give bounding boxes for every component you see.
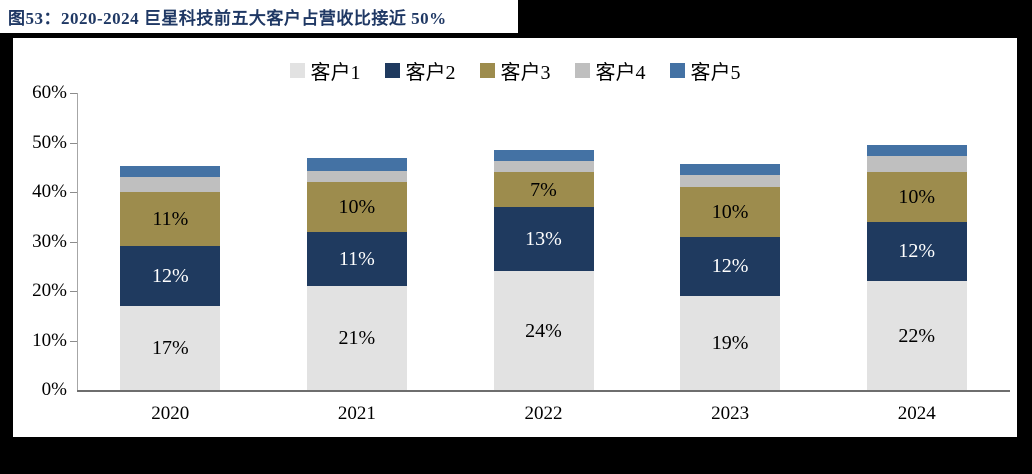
bar-segment-客户3-2024: 10% <box>866 172 967 222</box>
y-axis-tick-label: 20% <box>32 280 67 301</box>
bar-segment-客户5-2021 <box>306 157 407 172</box>
bar-segment-客户2-2020: 12% <box>120 246 221 306</box>
bar-segment-客户5-2022 <box>493 150 594 161</box>
y-axis-line <box>77 93 78 390</box>
bar-segment-value-label: 21% <box>338 327 376 350</box>
y-axis-tick-mark <box>70 192 77 193</box>
y-axis-tick-mark <box>70 93 77 94</box>
chart-legend: 客户1 客户2 客户3 客户4 客户5 <box>13 56 1017 85</box>
bar-segment-客户3-2022: 7% <box>493 172 594 207</box>
y-axis-tick-label: 0% <box>41 379 67 400</box>
bar-segment-客户1-2023: 19% <box>680 295 781 390</box>
y-axis-tick-mark <box>70 241 77 243</box>
y-axis-tick-mark <box>70 142 77 144</box>
y-axis-tick-mark <box>70 291 77 292</box>
x-axis-line <box>77 390 1010 392</box>
legend-item-客户5: 客户5 <box>669 56 741 85</box>
figure-title-box: 图53：2020-2024 巨星科技前五大客户占营收比接近 50% <box>0 0 518 33</box>
bar-segment-value-label: 13% <box>525 228 562 251</box>
legend-label: 客户5 <box>690 62 741 84</box>
y-axis-tick-label: 30% <box>32 230 67 252</box>
x-axis-category-label: 2022 <box>524 403 563 424</box>
bar-segment-客户5-2023 <box>680 164 781 176</box>
legend-swatch-icon <box>289 63 305 78</box>
bar-segment-value-label: 12% <box>711 255 749 278</box>
y-axis-tick-mark <box>70 340 77 342</box>
legend-swatch-icon <box>384 63 400 78</box>
legend-item-客户3: 客户3 <box>479 56 551 85</box>
bar-segment-客户1-2024: 22% <box>866 281 967 390</box>
bar-segment-客户4-2023 <box>680 175 781 188</box>
bar-segment-value-label: 7% <box>530 178 557 201</box>
x-axis-category-label: 2024 <box>897 403 936 424</box>
legend-swatch-icon <box>669 63 685 78</box>
legend-label: 客户1 <box>310 62 361 84</box>
bar-segment-value-label: 11% <box>338 247 375 270</box>
bar-segment-客户5-2020 <box>120 165 221 178</box>
bar-segment-value-label: 22% <box>898 324 936 347</box>
y-axis-tick-label: 50% <box>32 131 67 153</box>
legend-item-客户2: 客户2 <box>384 56 456 85</box>
bar-segment-value-label: 10% <box>711 200 749 223</box>
bar-segment-客户2-2023: 12% <box>680 236 781 296</box>
bar-segment-客户1-2022: 24% <box>493 271 594 390</box>
bar-segment-客户1-2020: 17% <box>120 305 221 390</box>
x-axis-category-label: 2020 <box>151 403 190 424</box>
bar-segment-value-label: 19% <box>711 331 749 354</box>
bar-segment-value-label: 17% <box>151 336 189 359</box>
bar-segment-客户3-2020: 11% <box>120 192 221 247</box>
legend-label: 客户2 <box>405 62 456 84</box>
bar-segment-客户4-2024 <box>866 156 967 173</box>
legend-swatch-icon <box>479 63 495 78</box>
bar-segment-客户2-2022: 13% <box>493 206 594 272</box>
bar-segment-客户2-2024: 12% <box>866 221 967 282</box>
bar-segment-value-label: 11% <box>152 208 189 231</box>
bar-segment-客户4-2020 <box>120 177 221 192</box>
y-axis-tick-label: 60% <box>32 82 67 103</box>
y-axis-tick-label: 10% <box>32 329 67 351</box>
bar-segment-value-label: 24% <box>525 319 562 342</box>
legend-swatch-icon <box>574 63 590 78</box>
bar-segment-客户4-2021 <box>306 171 407 183</box>
bar-segment-客户5-2024 <box>866 145 967 157</box>
legend-item-客户4: 客户4 <box>574 56 646 85</box>
x-axis-category-label: 2021 <box>337 403 376 424</box>
bar-segment-客户1-2021: 21% <box>306 286 407 390</box>
bar-segment-value-label: 10% <box>898 185 936 208</box>
bar-segment-value-label: 12% <box>898 240 936 263</box>
figure-title: 图53：2020-2024 巨星科技前五大客户占营收比接近 50% <box>8 9 447 28</box>
bar-segment-客户3-2023: 10% <box>680 187 781 237</box>
bar-segment-value-label: 10% <box>338 195 376 218</box>
x-axis-category-label: 2023 <box>711 403 750 424</box>
bar-segment-value-label: 12% <box>151 265 189 288</box>
bar-segment-客户3-2021: 10% <box>306 182 407 232</box>
legend-item-客户1: 客户1 <box>289 56 361 85</box>
bar-segment-客户4-2022 <box>493 160 594 173</box>
y-axis-tick-label: 40% <box>32 181 67 202</box>
legend-label: 客户3 <box>500 62 551 84</box>
chart-card: 客户1 客户2 客户3 客户4 客户5 0% 10% 20% 30% 40% 50% 60% 17% 1… <box>13 38 1017 437</box>
bar-segment-客户2-2021: 11% <box>306 231 407 287</box>
chart-plot: 0% 10% 20% 30% 40% 50% 60% 17% 12% 11% 2020 21% 11% 1… <box>13 38 1017 437</box>
legend-label: 客户4 <box>595 62 646 84</box>
